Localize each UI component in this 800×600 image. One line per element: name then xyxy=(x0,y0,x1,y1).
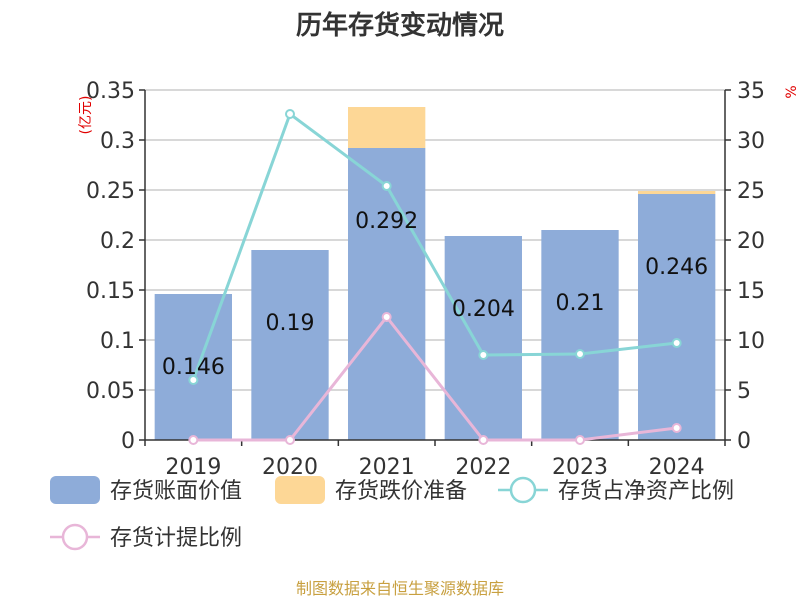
x-tick-label: 2024 xyxy=(649,455,705,480)
y-left-tick-label: 0 xyxy=(121,429,135,454)
line-point xyxy=(671,338,682,348)
line-inventory-provision-ratio xyxy=(193,314,677,442)
axes: 0 0.05 0.1 0.15 0.2 0.25 0.3 0.35 0 5 10 15 20 25 30 35… xyxy=(86,79,765,480)
y-right-tick-label: 10 xyxy=(737,329,765,354)
y-left-tick-label: 0.05 xyxy=(86,379,135,404)
legend-swatch xyxy=(275,476,325,504)
legend-item-net-asset-ratio: 存货占净资产比例 xyxy=(498,476,734,504)
y-right-tick-label: 15 xyxy=(737,279,765,304)
grid-lines xyxy=(145,89,725,391)
bar-inventory-book-value xyxy=(638,194,716,440)
legend-label: 存货账面价值 xyxy=(110,479,242,504)
legend-label: 存货占净资产比例 xyxy=(558,479,734,504)
line-point xyxy=(671,423,682,433)
line-point xyxy=(188,375,199,385)
y-axis-left-label: (亿元) xyxy=(78,96,94,135)
bar-data-label: 0.146 xyxy=(162,355,225,380)
bar-inventory-book-value xyxy=(348,148,426,440)
y-left-tick-label: 0.25 xyxy=(86,179,135,204)
y-right-tick-label: 20 xyxy=(737,229,765,254)
line-point xyxy=(285,109,295,119)
bar-inventory-impairment xyxy=(348,107,426,148)
data-labels: 0.146 0.19 0.292 0.204 0.21 0.246 xyxy=(162,209,708,380)
bar-inventory-book-value xyxy=(541,230,619,440)
line-point xyxy=(285,435,295,445)
bar-data-label: 0.292 xyxy=(355,209,418,234)
x-tick-label: 2021 xyxy=(359,455,415,480)
legend-label: 存货跌价准备 xyxy=(335,479,467,504)
x-tick-label: 2022 xyxy=(455,455,511,480)
y-left-tick-label: 0.2 xyxy=(100,229,135,254)
line-point xyxy=(575,349,585,359)
line-group xyxy=(188,109,682,445)
legend-item-provision-ratio: 存货计提比例 xyxy=(50,523,242,551)
y-right-tick-label: 5 xyxy=(737,379,751,404)
legend-item-impairment: 存货跌价准备 xyxy=(275,476,467,504)
x-tick-label: 2019 xyxy=(165,455,221,480)
legend-label: 存货计提比例 xyxy=(110,526,242,551)
legend-item-book-value: 存货账面价值 xyxy=(50,476,242,504)
legend-swatch-marker xyxy=(509,476,537,504)
bar-data-label: 0.204 xyxy=(452,297,515,322)
footer-source: 制图数据来自恒生聚源数据库 xyxy=(296,579,504,598)
y-right-tick-label: 0 xyxy=(737,429,751,454)
bar-data-label: 0.19 xyxy=(266,311,315,336)
y-left-tick-label: 0.15 xyxy=(86,279,135,304)
bar-group xyxy=(154,107,716,440)
line-point xyxy=(478,435,489,445)
line-point xyxy=(381,312,392,322)
line-inventory-net-asset-ratio xyxy=(191,111,677,381)
line-point xyxy=(381,181,392,191)
line-point xyxy=(575,435,585,445)
bar-inventory-book-value xyxy=(444,236,522,440)
x-tick-label: 2020 xyxy=(262,455,318,480)
bar-data-label: 0.21 xyxy=(556,291,605,316)
bar-inventory-book-value xyxy=(154,294,232,440)
legend-swatch-marker xyxy=(61,523,89,551)
bar-inventory-book-value xyxy=(251,250,329,440)
line-point xyxy=(478,350,489,360)
legend-swatch xyxy=(50,476,100,504)
bar-inventory-impairment xyxy=(638,191,716,194)
line-point xyxy=(188,435,199,445)
y-axis-right-label: % xyxy=(784,85,800,98)
y-right-tick-label: 25 xyxy=(737,179,765,204)
y-right-tick-label: 30 xyxy=(737,129,765,154)
y-left-tick-label: 0.3 xyxy=(100,129,135,154)
bar-data-label: 0.246 xyxy=(645,255,708,280)
chart-title: 历年存货变动情况 xyxy=(296,10,504,41)
y-left-tick-label: 0.35 xyxy=(86,79,135,104)
y-left-tick-label: 0.1 xyxy=(100,329,135,354)
x-tick-label: 2023 xyxy=(552,455,608,480)
y-right-tick-label: 35 xyxy=(737,79,765,104)
